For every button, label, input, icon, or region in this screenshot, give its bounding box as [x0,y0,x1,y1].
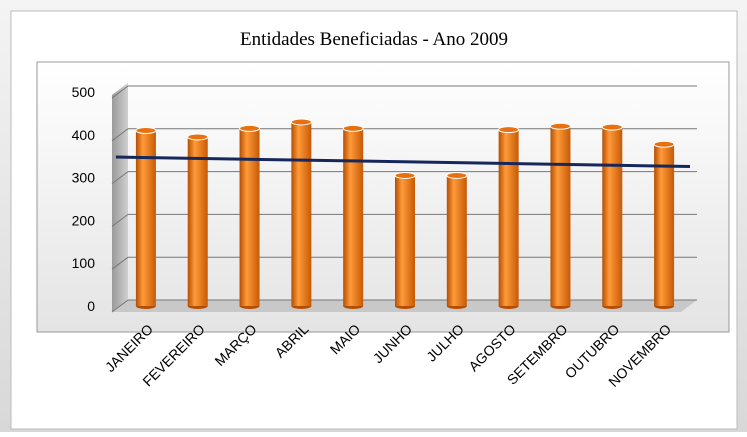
bar [290,118,312,309]
bar-cap [135,127,157,135]
bar-body [550,126,571,307]
bar-cap [290,118,312,126]
y-tick-label: 500 [72,84,96,100]
bar-cap [601,123,623,131]
y-tick-label: 100 [72,255,96,271]
bar [187,133,209,309]
bar-body [187,136,208,306]
bar [446,171,468,309]
bar [394,171,416,309]
bar-cap [187,133,209,141]
bar [135,127,157,309]
grid-line [111,171,129,185]
bar-body [395,175,415,306]
y-tick-label: 200 [72,212,96,228]
bar-body [291,121,312,307]
bar [239,124,261,309]
bar-body [135,130,156,306]
y-tick-label: 400 [72,127,96,143]
bar-body [343,128,364,306]
bar-cap [549,122,571,130]
bar-body [654,144,675,306]
grid-line [111,85,129,99]
bar-cap [446,171,468,179]
side-wall [112,83,128,312]
bar [653,140,675,309]
y-tick-label: 0 [87,298,95,314]
bar-cap [342,124,364,132]
bar-body [602,127,623,306]
bar-cap [653,140,675,148]
bar [549,122,571,309]
grid-line [111,299,129,313]
grid-line [111,256,129,270]
bar [498,126,520,309]
bar [342,124,364,309]
bar-body [239,128,260,306]
trendline [115,155,691,168]
bar-cap [239,124,261,132]
bar-cap [498,126,520,134]
bar-cap [394,171,416,179]
bar [601,123,623,309]
y-tick-label: 300 [72,170,96,186]
bar-body [446,175,467,306]
chart-title: Entidades Beneficiadas - Ano 2009 [240,29,508,50]
grid-line [111,213,129,227]
bar-body [498,129,519,306]
grid-line [111,128,129,142]
